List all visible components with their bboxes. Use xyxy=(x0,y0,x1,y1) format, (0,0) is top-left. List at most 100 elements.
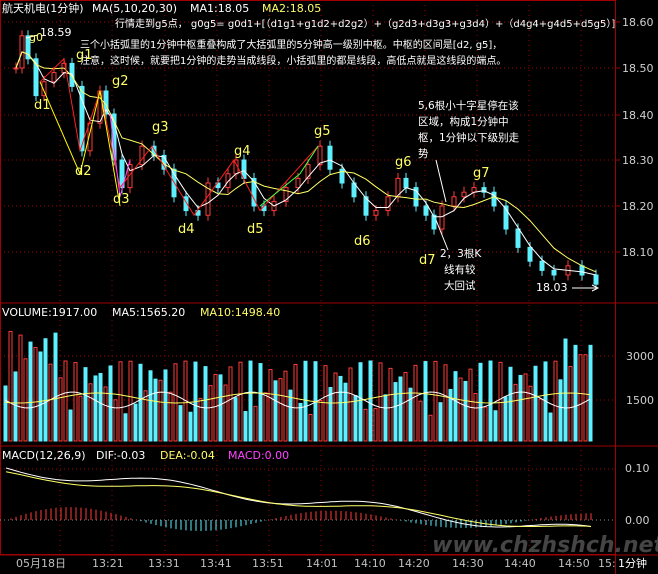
volume-bar xyxy=(23,358,28,442)
volume-bar xyxy=(113,399,118,442)
time-axis-label: 14:40 xyxy=(504,557,536,570)
volume-ma10: MA10:1498.40 xyxy=(200,306,281,319)
volume-bar xyxy=(203,366,208,442)
volume-bar xyxy=(118,361,123,442)
volume-bar xyxy=(493,410,498,442)
candle-body xyxy=(579,265,585,276)
macd-dif: DIF:-0.03 xyxy=(96,449,146,462)
volume-bar xyxy=(8,330,13,442)
annotation-k-2: 线有较 xyxy=(444,264,476,276)
candle-body xyxy=(127,164,133,189)
macd-axis-label: 0.00 xyxy=(625,514,650,527)
ma2-value: MA2:18.05 xyxy=(262,2,322,15)
swing-line-green xyxy=(259,145,319,207)
candle-body xyxy=(527,246,533,262)
time-axis-label: 13:31 xyxy=(148,557,180,570)
ma2-line xyxy=(15,51,597,273)
point-g0: g0 xyxy=(29,31,43,44)
volume-bar xyxy=(178,405,183,442)
volume-bar xyxy=(538,398,543,442)
low-price-label: 18.03 xyxy=(536,281,568,294)
point-d6: d6 xyxy=(354,234,371,249)
point-d3: d3 xyxy=(113,192,130,207)
point-g4: g4 xyxy=(234,144,251,159)
candle-body xyxy=(139,145,145,166)
candle-body xyxy=(79,85,85,152)
volume-bar xyxy=(213,373,218,442)
volume-bar xyxy=(233,397,238,442)
annotation-arrow xyxy=(435,219,449,251)
volume-bar xyxy=(473,393,478,442)
volume-bar xyxy=(248,360,253,442)
time-axis-label: 13:51 xyxy=(252,557,284,570)
volume-bar xyxy=(53,332,58,442)
volume-bar xyxy=(223,384,228,442)
volume-bar xyxy=(158,379,163,442)
volume-bar xyxy=(558,379,563,442)
point-g2: g2 xyxy=(112,74,129,89)
candle-body xyxy=(41,81,47,97)
point-g6: g6 xyxy=(395,155,412,170)
price-axis-label: 18.50 xyxy=(622,62,654,75)
volume-bar xyxy=(293,364,298,442)
volume-bar xyxy=(463,380,468,442)
volume-bar xyxy=(168,391,173,442)
volume-bar xyxy=(588,344,593,442)
volume-bar xyxy=(363,408,368,442)
volume-bar xyxy=(353,395,358,442)
volume-axis-label: 3000 xyxy=(626,350,654,363)
candle-body xyxy=(373,210,379,216)
candle-body xyxy=(33,58,39,97)
annotation-right-1: 5,6根小十字星停在该 xyxy=(418,100,519,112)
volume-bar xyxy=(373,408,378,442)
volume-bar xyxy=(583,354,588,442)
volume-bar xyxy=(393,382,398,442)
volume-bar xyxy=(333,372,338,442)
volume-bar xyxy=(388,367,393,442)
candle-body xyxy=(283,187,289,202)
candle-body xyxy=(539,260,545,271)
volume-bar xyxy=(258,363,263,442)
volume-bar xyxy=(148,370,153,442)
volume-bar xyxy=(238,361,243,442)
candle-body xyxy=(593,274,599,285)
volume-bar xyxy=(103,386,108,442)
volume-bar xyxy=(18,334,23,442)
price-axis-label: 18.60 xyxy=(622,16,654,29)
volume-bar xyxy=(273,380,278,442)
volume-bar xyxy=(453,371,458,442)
volume-bar xyxy=(73,362,78,442)
point-d5: d5 xyxy=(247,222,264,237)
candle-body xyxy=(491,191,497,207)
volume-bar xyxy=(408,387,413,442)
candle-body xyxy=(241,159,247,179)
volume-bar xyxy=(548,412,553,442)
volume-bar xyxy=(78,395,83,442)
period-label[interactable]: 1分钟 xyxy=(618,557,647,570)
volume-axis-label: 1500 xyxy=(626,394,654,407)
point-d4: d4 xyxy=(178,222,195,237)
volume-bar xyxy=(33,347,38,442)
ma1-line xyxy=(15,51,597,276)
volume-bar xyxy=(13,371,18,442)
volume-bar xyxy=(48,363,53,442)
candle-body xyxy=(515,228,521,248)
stock-title: 航天机电(1分钟) xyxy=(2,2,84,15)
volume-bar xyxy=(458,377,463,442)
annotation-right-4: 势 xyxy=(418,148,429,160)
macd-dif-line xyxy=(5,467,592,528)
volume-bar xyxy=(298,402,303,442)
macd-dea: DEA:-0.04 xyxy=(160,449,215,462)
high-price-label: 18.59 xyxy=(40,26,72,39)
candle-body xyxy=(481,187,487,193)
volume-bar xyxy=(28,341,33,442)
candle-body xyxy=(225,173,231,189)
point-d7: d7 xyxy=(419,253,436,268)
volume-bar xyxy=(308,413,313,442)
swing-line-magenta xyxy=(109,113,131,197)
volume-bar xyxy=(208,385,213,442)
volume-bar xyxy=(153,378,158,442)
volume-bar xyxy=(523,373,528,442)
volume-bar xyxy=(533,365,538,442)
